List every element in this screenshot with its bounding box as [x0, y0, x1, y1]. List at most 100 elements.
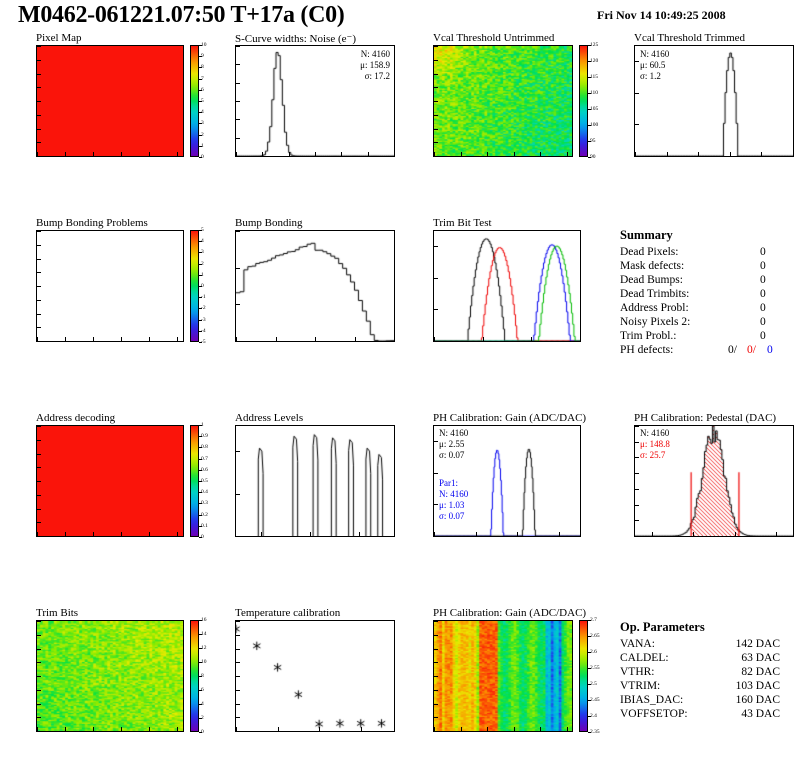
color-scale-tick — [199, 89, 202, 91]
color-scale-tick — [588, 652, 591, 653]
color-scale-label: 100 — [590, 122, 599, 128]
y-axis-tick — [37, 231, 41, 232]
color-scale-tick — [588, 684, 591, 685]
y-axis-tick — [37, 467, 41, 469]
y-axis-tick — [37, 272, 41, 274]
op-parameters-block: Op. Parameters VANA: 142 DAC CALDEL: 63 DAC… — [620, 620, 790, 721]
y-axis-tick — [434, 731, 438, 732]
op-parameter-row: VTRIM: 103 DAC — [620, 679, 790, 693]
x-axis-tick — [434, 152, 435, 156]
op-parameter-row: IBIAS_DAC: 160 DAC — [620, 693, 790, 707]
op-parameter-value: 103 DAC — [735, 680, 780, 692]
color-scale-label: 2.35 — [590, 729, 600, 735]
color-scale-tick — [588, 157, 591, 158]
color-scale-tick — [199, 263, 202, 265]
y-axis-tick — [635, 156, 639, 157]
color-scale-label: 6 — [201, 86, 204, 93]
color-scale-label: 4 — [201, 238, 204, 245]
y-axis-tick — [37, 87, 41, 89]
plot-canvas — [434, 46, 572, 156]
color-scale-tick — [199, 78, 202, 80]
color-scale-label: 4 — [201, 701, 204, 707]
plot-canvas — [236, 231, 394, 341]
y-axis-tick — [37, 299, 41, 301]
plot-area: N: 4160 μ: 2.55 σ: 0.07 Par1: N: 4160 μ:… — [433, 425, 581, 537]
y-axis-tick — [635, 441, 639, 443]
op-parameter-label: VANA: — [620, 638, 655, 650]
op-parameters-title: Op. Parameters — [620, 620, 705, 634]
color-scale-tick — [588, 668, 591, 669]
page-title: M0462-061221.07:50 T+17a (C0) — [18, 2, 345, 28]
color-scale-tick — [199, 252, 202, 254]
y-axis-tick — [434, 472, 438, 474]
color-scale-tick — [199, 45, 202, 46]
x-axis-tick — [693, 532, 695, 536]
plot-area: 0102030405060708001020304050 — [36, 230, 184, 342]
plot-area: 0102030405060708001020304050 — [36, 425, 184, 537]
y-axis-tick — [635, 536, 639, 537]
x-axis-tick — [260, 532, 262, 536]
op-parameter-label: VOFFSETOP: — [620, 708, 688, 720]
color-scale-tick — [199, 447, 202, 449]
x-axis-tick — [149, 337, 151, 341]
x-axis-tick — [236, 152, 237, 156]
color-scale-tick — [199, 112, 202, 114]
color-scale-label: 14 — [201, 631, 207, 637]
plot-area: N: 4160 μ: 60.5 σ: 1.2 11010²10³02040608… — [634, 45, 794, 157]
y-axis-tick — [434, 441, 438, 443]
op-parameter-label: VTHR: — [620, 666, 655, 678]
panel-title: Vcal Threshold Untrimmed — [433, 32, 555, 44]
x-axis-tick — [236, 337, 237, 341]
color-scale-tick — [199, 319, 202, 321]
x-axis-tick — [288, 152, 290, 156]
x-axis-tick — [149, 532, 151, 536]
x-axis-tick — [177, 152, 179, 156]
color-scale-label: 0 — [201, 534, 204, 540]
x-axis-tick — [434, 532, 435, 536]
y-axis-tick — [434, 703, 438, 705]
color-scale-tick — [199, 469, 202, 471]
color-scale-label: 2.45 — [590, 697, 600, 703]
x-axis-tick — [359, 532, 361, 536]
x-axis-tick — [666, 152, 668, 156]
plot-canvas — [635, 426, 793, 536]
y-axis-tick — [37, 717, 41, 719]
y-axis-tick — [236, 119, 240, 121]
color-scale-label: -5 — [201, 339, 206, 345]
x-axis-tick — [580, 337, 581, 341]
color-scale-label: 0 — [201, 283, 204, 289]
x-axis-tick — [93, 727, 95, 731]
y-axis-tick — [236, 676, 240, 677]
color-scale-label: 5 — [201, 227, 204, 233]
plot-area: 0102030405060708001020304050 — [36, 45, 184, 157]
panel-title: PH Calibration: Gain (ADC/DAC) — [433, 412, 587, 424]
plot-area: 020040060080010001200140016000246 — [235, 620, 395, 732]
op-parameter-value: 160 DAC — [735, 694, 780, 706]
color-scale-tick — [588, 109, 591, 110]
x-axis-tick — [513, 727, 515, 731]
color-scale-tick — [199, 308, 202, 310]
panel-title: PH Calibration: Gain (ADC/DAC) — [433, 607, 587, 619]
y-axis-tick — [236, 156, 240, 157]
y-axis-tick — [434, 142, 438, 144]
y-axis-tick — [37, 101, 41, 102]
y-axis-tick — [37, 634, 41, 636]
y-axis-tick — [635, 61, 639, 63]
x-axis-tick — [394, 337, 395, 341]
x-axis-tick — [487, 152, 489, 156]
x-axis-tick — [559, 532, 561, 536]
color-scale-label: 12 — [201, 645, 207, 651]
color-scale-label: 0.9 — [201, 433, 208, 440]
x-axis-tick — [734, 532, 736, 536]
stat-n: N: 4160 — [360, 49, 390, 59]
color-scale-tick — [199, 101, 202, 102]
x-axis-tick — [236, 727, 237, 731]
stats-box: N: 4160 μ: 60.5 σ: 1.2 — [640, 49, 669, 82]
x-axis-tick — [315, 152, 316, 156]
x-axis-tick — [93, 152, 95, 156]
color-scale-tick — [588, 125, 591, 126]
y-axis-tick — [434, 309, 438, 311]
x-axis-tick — [121, 152, 123, 156]
summary-row-value: 0 — [760, 260, 766, 272]
color-scale-label: 105 — [590, 106, 599, 112]
